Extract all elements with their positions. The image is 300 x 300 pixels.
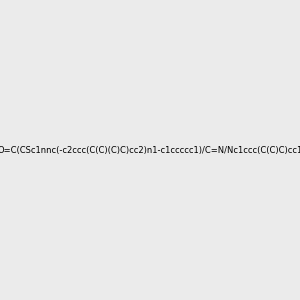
- Text: O=C(CSc1nnc(-c2ccc(C(C)(C)C)cc2)n1-c1ccccc1)/C=N/Nc1ccc(C(C)C)cc1: O=C(CSc1nnc(-c2ccc(C(C)(C)C)cc2)n1-c1ccc…: [0, 146, 300, 154]
